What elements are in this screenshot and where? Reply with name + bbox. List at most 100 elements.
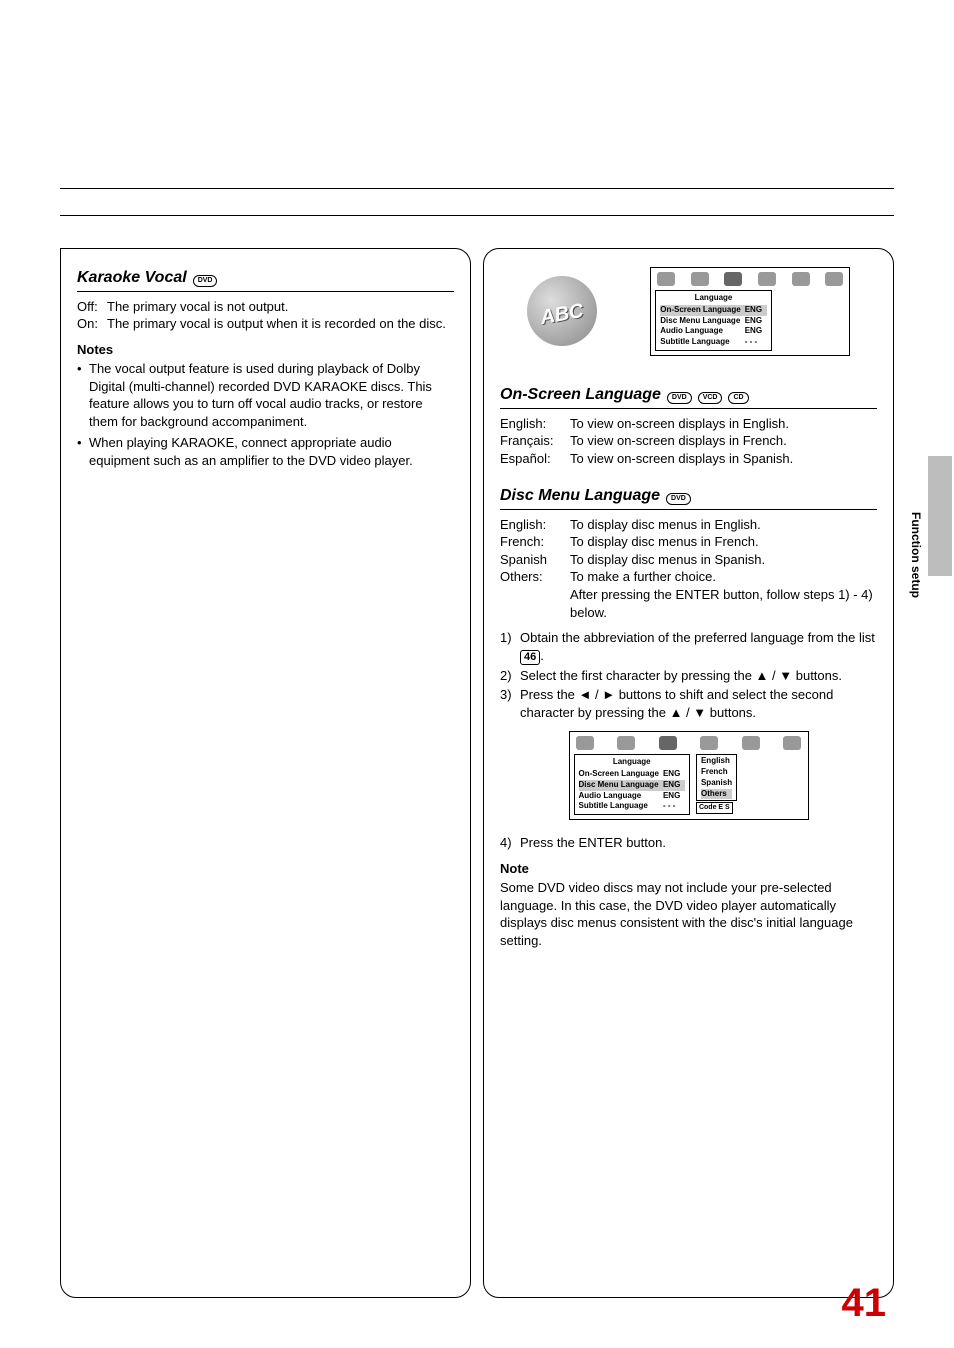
- step-2: 2)Select the first character by pressing…: [500, 667, 877, 685]
- menu-row-value: ENG: [663, 769, 685, 780]
- opt-english: English: [701, 756, 732, 767]
- note-2-text: When playing KARAOKE, connect appropriat…: [89, 434, 454, 469]
- steps-list-2: 4)Press the ENTER button.: [500, 834, 877, 852]
- top-illustration: Language On-Screen Language ENG Disc Menu…: [500, 267, 877, 356]
- step-text: Obtain the abbreviation of the preferred…: [520, 629, 877, 665]
- note-heading: Note: [500, 860, 877, 878]
- tab-icon: [783, 736, 801, 750]
- tab-icon-active: [724, 272, 742, 286]
- menu-row-highlighted: Disc Menu Language ENG: [579, 780, 685, 791]
- menu-row: Audio Language ENG: [660, 326, 766, 337]
- lang-label: Others:: [500, 568, 570, 586]
- tab-icon: [758, 272, 776, 286]
- menu-header: Language: [660, 293, 766, 304]
- steps-list: 1) Obtain the abbreviation of the prefer…: [500, 629, 877, 721]
- lang-label: English:: [500, 415, 570, 433]
- menu-panel-left: Language On-Screen Language ENG Disc Menu…: [574, 754, 690, 815]
- step-text: Press the ◄ / ► buttons to shift and sel…: [520, 686, 877, 721]
- menu-row-label: Subtitle Language: [579, 801, 648, 812]
- menu-row-value: ENG: [745, 316, 767, 327]
- mid-illustration: Language On-Screen Language ENG Disc Menu…: [500, 731, 877, 820]
- step-num: 3): [500, 686, 520, 721]
- menu-row-highlighted: On-Screen Language ENG: [660, 305, 766, 316]
- side-tab-label: Function setup: [908, 512, 924, 598]
- right-column: Language On-Screen Language ENG Disc Menu…: [483, 248, 894, 1298]
- menu-row: Disc Menu Language ENG: [660, 316, 766, 327]
- note-text: Some DVD video discs may not include you…: [500, 879, 877, 949]
- menu-row-value: ENG: [745, 305, 767, 316]
- dvd-badge: DVD: [193, 275, 218, 287]
- opt-french: French: [701, 767, 732, 778]
- menu-header: Language: [579, 757, 685, 768]
- header-rule: [60, 188, 894, 216]
- tab-icon: [825, 272, 843, 286]
- on-text: The primary vocal is output when it is r…: [107, 315, 454, 333]
- tab-icon: [742, 736, 760, 750]
- onscreen-header: On-Screen Language DVD VCD CD: [500, 384, 877, 409]
- left-column: Karaoke Vocal DVD Off: The primary vocal…: [60, 248, 471, 1298]
- off-text: The primary vocal is not output.: [107, 298, 454, 316]
- tab-icon-active: [659, 736, 677, 750]
- menu-row-label: On-Screen Language: [660, 305, 740, 316]
- menu-row-label: Audio Language: [579, 791, 642, 802]
- menu-row-label: Subtitle Language: [660, 337, 729, 348]
- tab-icon: [792, 272, 810, 286]
- menu-row-label: Audio Language: [660, 326, 723, 337]
- lang-text: To display disc menus in Spanish.: [570, 551, 877, 569]
- step-1-text-b: .: [540, 648, 544, 663]
- menu-row: Subtitle Language - - -: [579, 801, 685, 812]
- lang-label: Spanish: [500, 551, 570, 569]
- menu-row-value: ENG: [663, 780, 685, 791]
- karaoke-definitions: Off: The primary vocal is not output. On…: [77, 298, 454, 333]
- on-label: On:: [77, 315, 107, 333]
- page-number: 41: [842, 1276, 887, 1330]
- menu-row-label: Disc Menu Language: [660, 316, 740, 327]
- lang-label: Español:: [500, 450, 570, 468]
- onscreen-definitions: English:To view on-screen displays in En…: [500, 415, 877, 468]
- menu-row-label: On-Screen Language: [579, 769, 659, 780]
- notes-heading: Notes: [77, 341, 454, 359]
- onscreen-title: On-Screen Language: [500, 384, 661, 406]
- lang-label: French:: [500, 533, 570, 551]
- note-2: When playing KARAOKE, connect appropriat…: [77, 434, 454, 469]
- abc-globe-icon: [527, 276, 597, 346]
- lang-text: To display disc menus in French.: [570, 533, 877, 551]
- menu-row-value: - - -: [663, 801, 685, 812]
- code-row: Code E S: [696, 802, 733, 813]
- cd-badge: CD: [728, 392, 748, 404]
- menu-row-value: ENG: [745, 326, 767, 337]
- menu-row: Subtitle Language - - -: [660, 337, 766, 348]
- lang-text: To view on-screen displays in French.: [570, 432, 877, 450]
- lang-text: To view on-screen displays in Spanish.: [570, 450, 877, 468]
- lang-label: Français:: [500, 432, 570, 450]
- menu-row-label: Disc Menu Language: [579, 780, 659, 791]
- menu-panel-right: English French Spanish Others Code E S: [696, 754, 737, 814]
- step-1: 1) Obtain the abbreviation of the prefer…: [500, 629, 877, 665]
- step-num: 2): [500, 667, 520, 685]
- content-area: Karaoke Vocal DVD Off: The primary vocal…: [60, 248, 894, 1298]
- step-num: 1): [500, 629, 520, 665]
- step-num: 4): [500, 834, 520, 852]
- tab-icon: [576, 736, 594, 750]
- step-1-text-a: Obtain the abbreviation of the preferred…: [520, 630, 875, 645]
- menu-tab-icons: [574, 736, 804, 750]
- page-ref: 46: [520, 650, 540, 665]
- tab-icon: [700, 736, 718, 750]
- lang-text: To make a further choice.: [570, 568, 877, 586]
- step-3: 3)Press the ◄ / ► buttons to shift and s…: [500, 686, 877, 721]
- tab-icon: [617, 736, 635, 750]
- note-1-text: The vocal output feature is used during …: [89, 360, 454, 430]
- dvd-badge: DVD: [667, 392, 692, 404]
- discmenu-definitions: English:To display disc menus in English…: [500, 516, 877, 621]
- menu-row: On-Screen Language ENG: [579, 769, 685, 780]
- menu-row-value: - - -: [745, 337, 767, 348]
- side-tab: [928, 456, 952, 576]
- menu-panel: Language On-Screen Language ENG Disc Menu…: [655, 290, 771, 351]
- dvd-badge: DVD: [666, 493, 691, 505]
- vcd-badge: VCD: [698, 392, 723, 404]
- discmenu-title: Disc Menu Language: [500, 485, 660, 507]
- karaoke-title: Karaoke Vocal: [77, 267, 187, 289]
- osd-menu-2: Language On-Screen Language ENG Disc Menu…: [569, 731, 809, 820]
- karaoke-header: Karaoke Vocal DVD: [77, 267, 454, 292]
- opt-spanish: Spanish: [701, 778, 732, 789]
